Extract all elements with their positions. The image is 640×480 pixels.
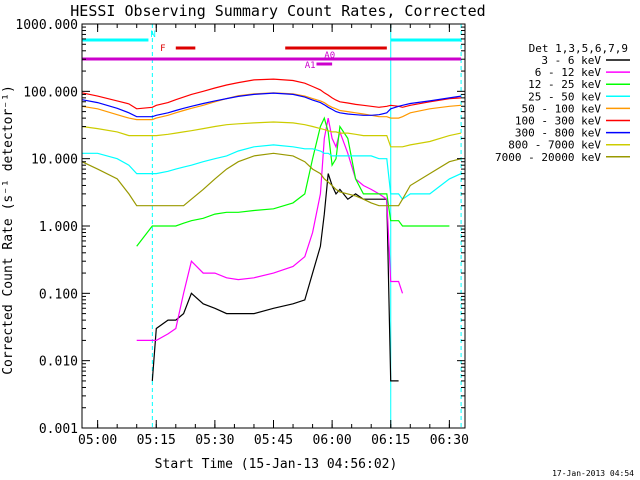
flag-label-n: N — [150, 30, 155, 40]
x-tick-label: 06:00 — [313, 433, 352, 448]
legend-label: 800 - 7000 keV — [508, 139, 601, 152]
axes: 0.001 0.010 0.100 1.000 10.000 100.000 1000.00… — [15, 18, 469, 448]
plot-area: NF A1 A0 — [81, 24, 462, 428]
x-tick-label: 06:15 — [371, 433, 410, 448]
legend-label: 300 - 800 keV — [515, 127, 601, 140]
legend-header: Det 1,3,5,6,7,9 — [529, 42, 628, 55]
y-tick-label: 0.010 — [39, 355, 78, 370]
y-tick-label: 0.001 — [39, 422, 78, 437]
x-tick-label: 05:30 — [195, 433, 234, 448]
series-line-800-7000-kev — [81, 121, 462, 148]
y-tick-label: 0.100 — [39, 287, 78, 302]
flag-label-f: F — [160, 44, 165, 54]
x-tick-label: 06:30 — [430, 433, 469, 448]
legend-label: 25 - 50 keV — [528, 90, 601, 103]
y-tick-label: 1.000 — [39, 220, 78, 235]
y-axis-title: Corrected Count Rate (s⁻¹ detector⁻¹) — [1, 85, 16, 375]
series-line-100-300-kev — [81, 78, 462, 110]
series-line-3-6-kev — [151, 173, 399, 382]
legend-label: 50 - 100 keV — [522, 102, 602, 115]
timestamp: 17-Jan-2013 04:54 — [552, 469, 634, 478]
series-line-12-25-kev — [136, 116, 450, 247]
series-line-6-12-kev — [136, 117, 404, 341]
flag-label-a1: A1 — [305, 61, 316, 71]
x-tick-label: 05:45 — [254, 433, 293, 448]
y-tick-label: 1000.000 — [15, 18, 78, 33]
x-tick-label: 05:15 — [137, 433, 176, 448]
series-line-50-100-kev — [81, 92, 462, 121]
x-axis-title: Start Time (15-Jan-13 04:56:02) — [155, 457, 398, 472]
legend-label: 12 - 25 keV — [528, 78, 601, 91]
legend-label: 7000 - 20000 keV — [495, 151, 601, 164]
series-line-300-800-kev — [81, 92, 462, 118]
x-tick-label: 05:00 — [78, 433, 117, 448]
chart-title: HESSI Observing Summary Count Rates, Cor… — [70, 2, 485, 20]
series-line-25-50-kev — [82, 144, 462, 201]
y-tick-label: 10.000 — [31, 153, 78, 168]
series-line-7000-20000-kev — [81, 152, 462, 207]
flag-label-a0: A0 — [324, 51, 335, 61]
legend-label: 3 - 6 keV — [541, 54, 601, 67]
y-tick-label: 100.000 — [23, 85, 78, 100]
legend-label: 100 - 300 keV — [515, 115, 601, 128]
legend-label: 6 - 12 keV — [535, 66, 602, 79]
